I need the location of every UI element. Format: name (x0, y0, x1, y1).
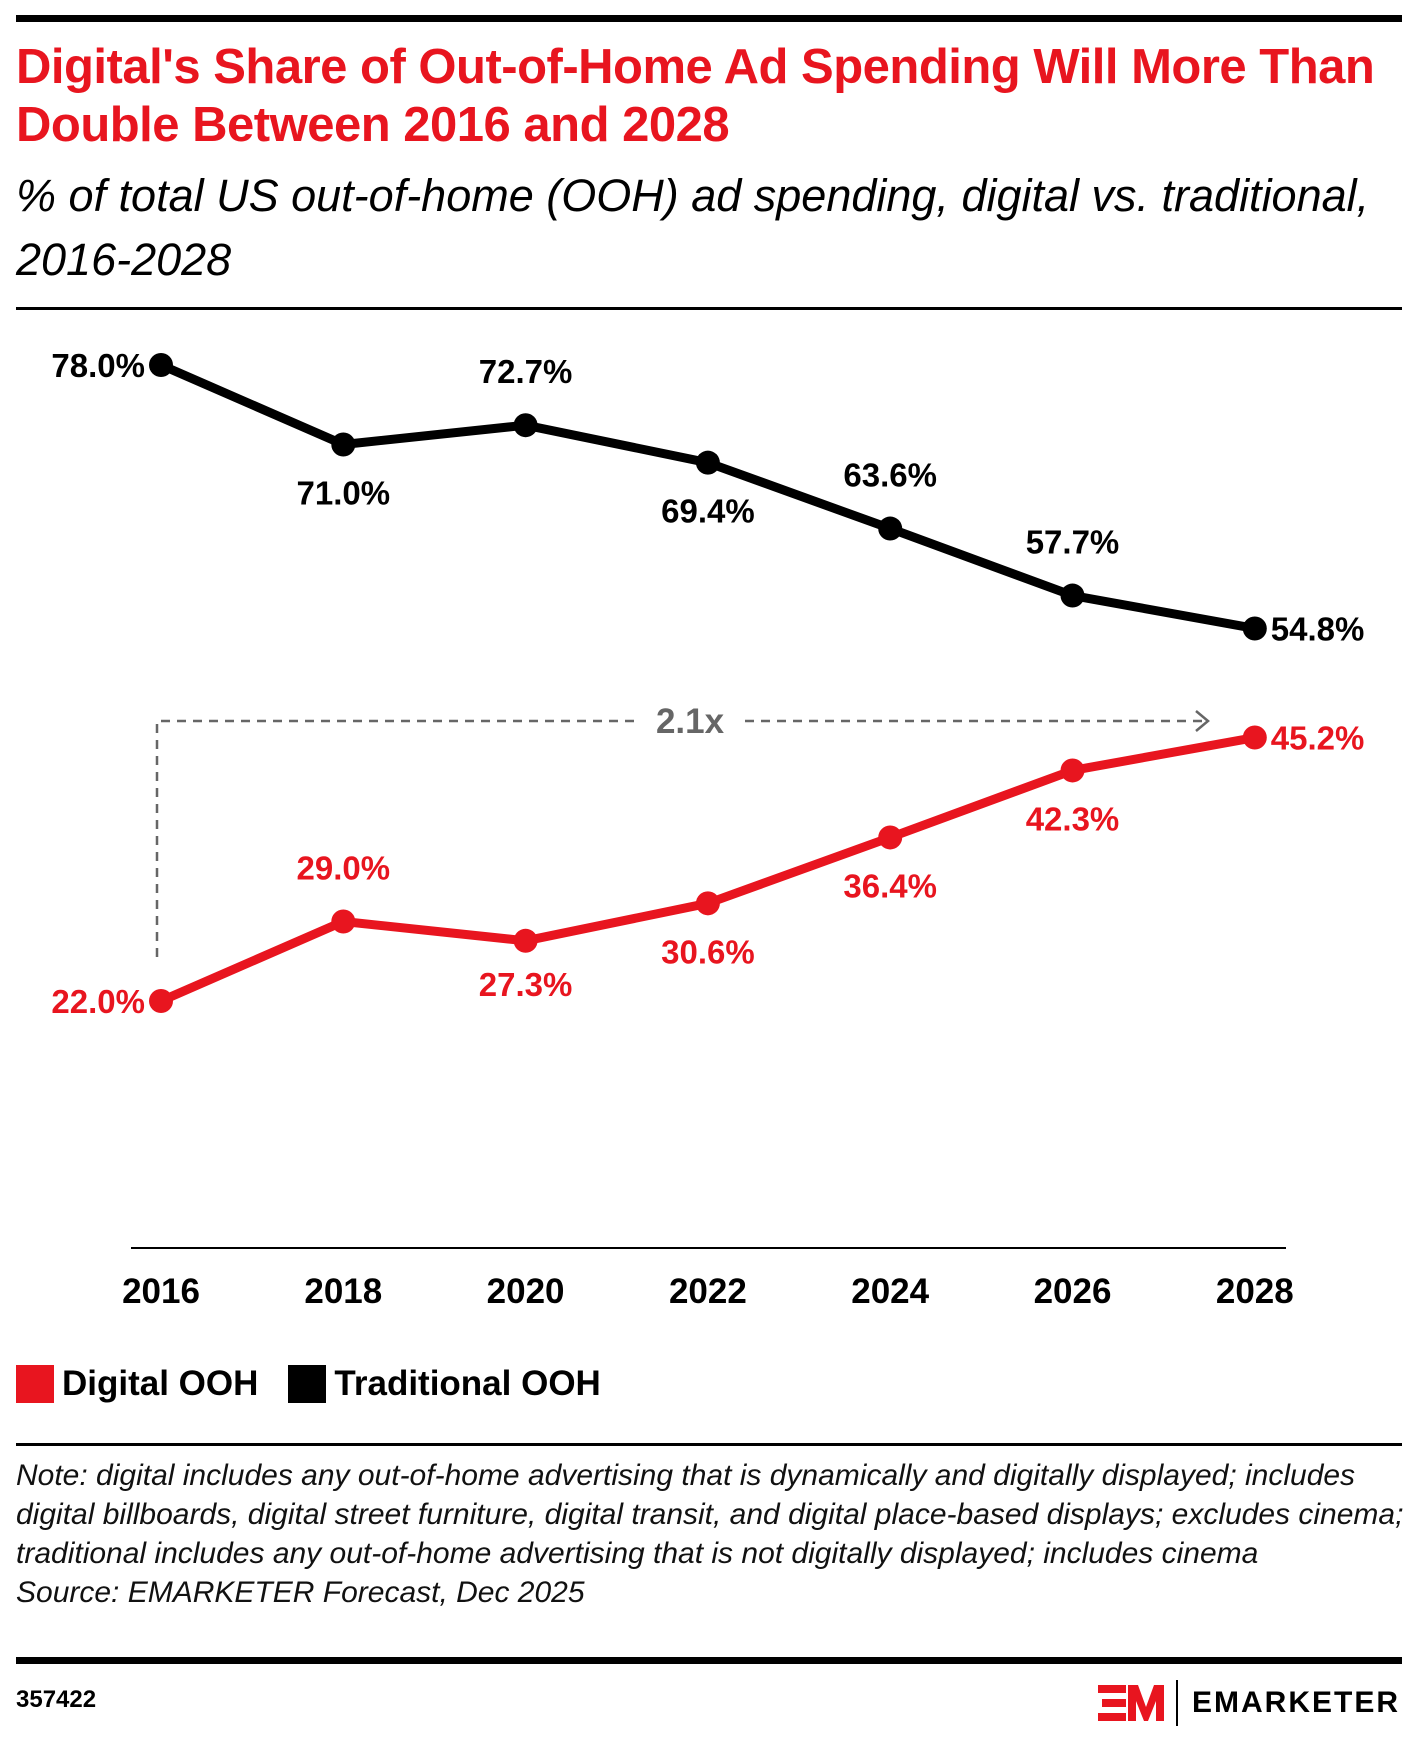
data-point (331, 909, 356, 934)
note-divider (16, 1443, 1402, 1446)
x-tick-label: 2028 (1216, 1272, 1294, 1311)
data-point (1242, 725, 1267, 750)
legend-swatch-digital (16, 1365, 54, 1403)
chart-id: 357422 (16, 1686, 97, 1713)
x-tick-label: 2026 (1034, 1272, 1112, 1311)
data-point (331, 432, 356, 457)
data-point (149, 988, 173, 1013)
x-tick-label: 2022 (669, 1272, 747, 1311)
x-tick-label: 2024 (851, 1272, 929, 1311)
data-label: 42.3% (1026, 800, 1120, 837)
data-label: 29.0% (297, 849, 391, 886)
x-tick-label: 2020 (487, 1272, 565, 1311)
data-label: 36.4% (843, 867, 937, 904)
footnote: Note: digital includes any out-of-home a… (16, 1456, 1406, 1612)
logo-separator (1175, 1680, 1178, 1726)
data-label: 30.6% (661, 933, 755, 970)
emarketer-logo: EMARKETER (1097, 1680, 1400, 1726)
chart-title: Digital's Share of Out-of-Home Ad Spendi… (16, 40, 1375, 152)
top-rule (16, 15, 1402, 22)
line-chart: 2016 2018 2020 2022 2024 2026 2028 2.1x 22.0% 29.… (51, 347, 1365, 1311)
data-label: 57.7% (1026, 524, 1120, 561)
data-point (1060, 758, 1085, 783)
legend: Digital OOH Traditional OOH (16, 1364, 631, 1404)
legend-item-traditional: Traditional OOH (288, 1364, 601, 1404)
data-label: 54.8% (1271, 610, 1365, 647)
x-tick-label: 2018 (304, 1272, 382, 1311)
data-label: 22.0% (51, 983, 145, 1020)
data-point (878, 825, 903, 850)
title-divider (16, 307, 1402, 310)
legend-swatch-traditional (288, 1365, 327, 1403)
data-label: 63.6% (843, 457, 937, 494)
annotation-label: 2.1x (656, 702, 725, 741)
data-label: 69.4% (661, 493, 755, 530)
data-point (695, 450, 720, 475)
data-label: 45.2% (1271, 720, 1365, 757)
data-point (1060, 583, 1085, 608)
data-point (513, 413, 538, 438)
x-tick-label: 2016 (122, 1272, 200, 1311)
data-point (878, 516, 903, 541)
data-label: 27.3% (479, 966, 573, 1003)
bottom-rule (16, 1657, 1402, 1664)
annotation-dashed-line (155, 719, 635, 957)
legend-item-digital: Digital OOH (16, 1364, 258, 1404)
data-label: 72.7% (479, 353, 573, 390)
chart-subtitle: % of total US out-of-home (OOH) ad spend… (16, 170, 1370, 285)
data-label: 71.0% (297, 474, 391, 511)
legend-label: Digital OOH (62, 1364, 259, 1403)
brand-name: EMARKETER (1191, 1686, 1400, 1719)
em-logo-icon (1097, 1685, 1164, 1721)
data-point (1242, 616, 1267, 641)
data-point (695, 891, 720, 916)
data-point (149, 353, 173, 377)
data-point (513, 928, 538, 953)
data-label: 78.0% (51, 347, 145, 384)
legend-label: Traditional OOH (334, 1364, 601, 1403)
annotation-arrowhead (1195, 710, 1210, 732)
source-text: Source: EMARKETER Forecast, Dec 2025 (16, 1576, 585, 1609)
note-text: Note: digital includes any out-of-home a… (16, 1459, 1404, 1570)
